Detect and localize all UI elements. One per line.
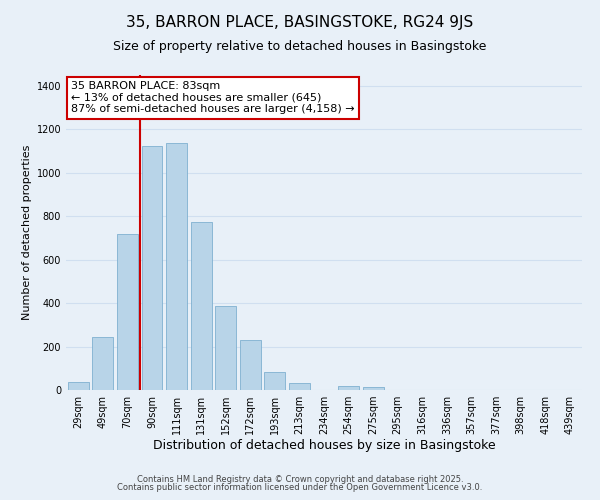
Bar [240,340,261,390]
Bar [68,382,89,390]
Text: Contains HM Land Registry data © Crown copyright and database right 2025.: Contains HM Land Registry data © Crown c… [137,475,463,484]
Bar [289,384,310,390]
Bar [265,372,286,390]
Bar [92,337,113,390]
X-axis label: Distribution of detached houses by size in Basingstoke: Distribution of detached houses by size … [152,438,496,452]
Bar [215,306,236,390]
Bar [142,146,163,390]
Text: 35 BARRON PLACE: 83sqm
← 13% of detached houses are smaller (645)
87% of semi-de: 35 BARRON PLACE: 83sqm ← 13% of detached… [71,82,355,114]
Bar [117,234,138,390]
Y-axis label: Number of detached properties: Number of detached properties [22,145,32,320]
Text: Contains public sector information licensed under the Open Government Licence v3: Contains public sector information licen… [118,484,482,492]
Bar [338,386,359,390]
Bar [166,144,187,390]
Bar [191,222,212,390]
Text: 35, BARRON PLACE, BASINGSTOKE, RG24 9JS: 35, BARRON PLACE, BASINGSTOKE, RG24 9JS [127,15,473,30]
Bar [362,386,383,390]
Text: Size of property relative to detached houses in Basingstoke: Size of property relative to detached ho… [113,40,487,53]
